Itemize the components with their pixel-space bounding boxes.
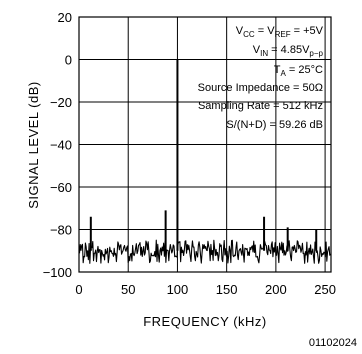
annotation-block: VCC = VREF = +5V VIN = 4.85Vp−p TA = 25°… bbox=[198, 25, 324, 131]
x-tick-labels: 0 50 100 150 200 250 bbox=[75, 282, 336, 297]
spectrum-spurs bbox=[89, 59, 318, 251]
annotation-sampling-rate: Sampling Rate = 512 kHz bbox=[198, 100, 323, 112]
y-tick-label: −80 bbox=[50, 223, 72, 238]
x-tick-label: 100 bbox=[167, 282, 189, 297]
y-tick-label: 20 bbox=[58, 10, 72, 25]
annotation-source-impedance: Source Impedance = 50Ω bbox=[198, 82, 323, 94]
y-tick-label: −40 bbox=[50, 138, 72, 153]
y-tick-label: 0 bbox=[65, 53, 72, 68]
x-tick-label: 0 bbox=[75, 282, 82, 297]
annotation-vcc-vref: VCC = VREF = +5V bbox=[236, 25, 324, 39]
annotation-vin: VIN = 4.85Vp−p bbox=[253, 44, 324, 58]
figure-code: 01102024 bbox=[309, 337, 357, 349]
plot-frame bbox=[78, 16, 332, 273]
x-axis-label: FREQUENCY (kHz) bbox=[143, 314, 267, 329]
y-tick-labels: 20 0 −20 −40 −60 −80 −100 bbox=[43, 10, 72, 280]
annotation-snd: S/(N+D) = 59.26 dB bbox=[226, 119, 323, 131]
noise-floor-trace bbox=[78, 239, 331, 264]
y-tick-label: −100 bbox=[43, 265, 72, 280]
x-tick-label: 250 bbox=[314, 282, 336, 297]
y-axis-label: SIGNAL LEVEL (dB) bbox=[26, 81, 41, 208]
x-tick-label: 50 bbox=[121, 282, 135, 297]
y-tick-label: −20 bbox=[50, 95, 72, 110]
x-tick-label: 200 bbox=[265, 282, 287, 297]
spectrum-trace-layer bbox=[78, 239, 331, 264]
y-tick-label: −60 bbox=[50, 180, 72, 195]
annotation-temperature: TA = 25°C bbox=[274, 64, 323, 78]
x-tick-label: 150 bbox=[216, 282, 238, 297]
